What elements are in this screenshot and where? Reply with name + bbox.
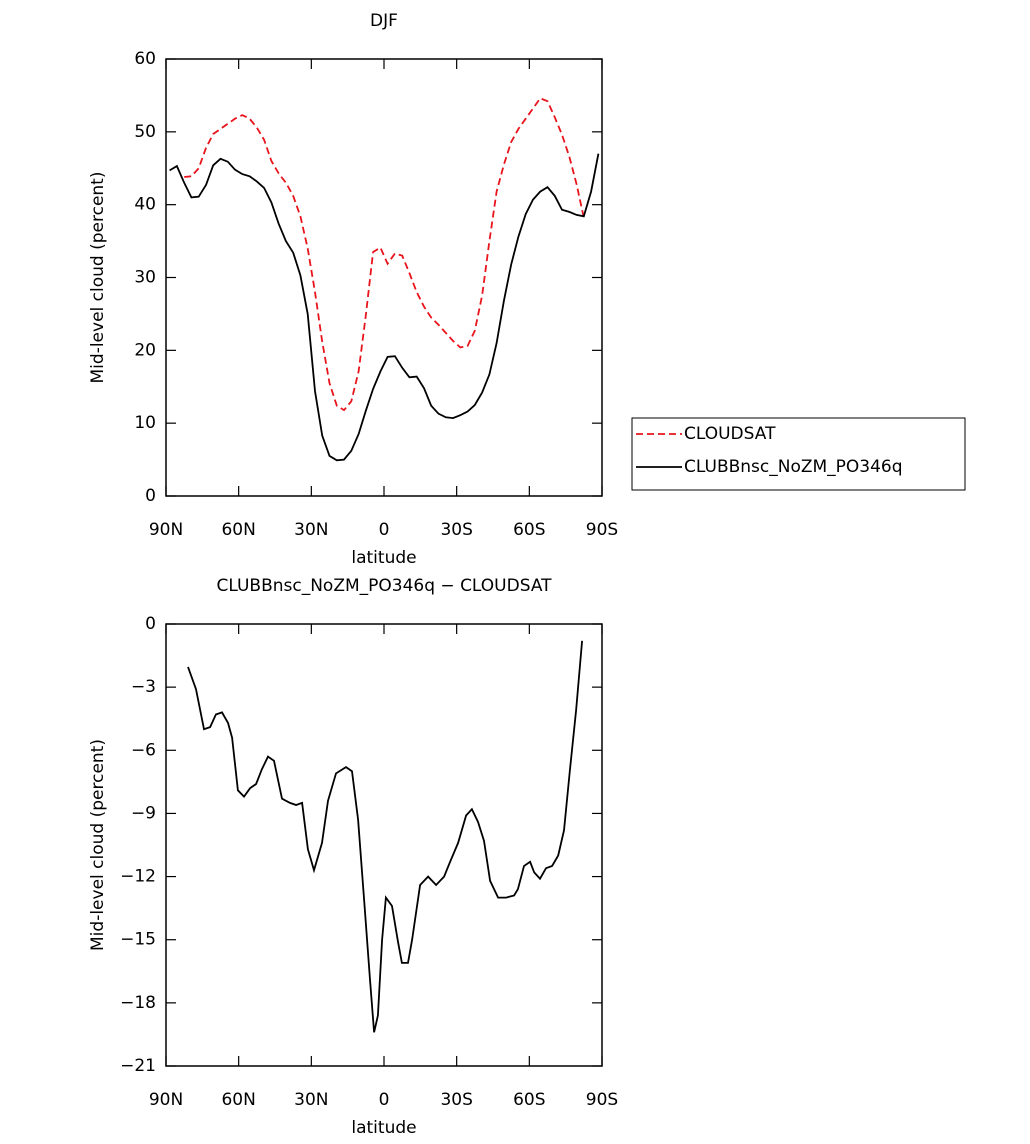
y-tick-label: −12	[120, 867, 156, 887]
y-tick-label: −21	[120, 1056, 156, 1076]
legend-label: CLUBBnsc_NoZM_PO346q	[684, 457, 903, 477]
data-line	[169, 153, 600, 462]
x-axis-label: latitude	[351, 548, 416, 568]
data-line	[187, 640, 583, 1033]
y-tick-label: −6	[131, 740, 156, 760]
x-tick-label: 90N	[149, 520, 183, 540]
y-tick-label: 30	[134, 268, 156, 288]
chart-title: DJF	[370, 11, 398, 31]
x-tick-label: 30S	[440, 1090, 472, 1110]
x-tick-label: 30S	[440, 520, 472, 540]
y-tick-label: −3	[131, 677, 156, 697]
x-tick-label: 90S	[586, 520, 618, 540]
x-axis-label: latitude	[351, 1118, 416, 1138]
x-tick-label: 60N	[221, 1090, 255, 1110]
y-tick-label: 60	[134, 49, 156, 69]
legend-box	[631, 417, 966, 491]
x-tick-label: 0	[379, 1090, 390, 1110]
y-tick-label: −9	[131, 803, 156, 823]
x-tick-label: 60S	[513, 520, 545, 540]
y-tick-label: 20	[134, 340, 156, 360]
plot-frame	[165, 623, 603, 1067]
x-tick-label: 90S	[586, 1090, 618, 1110]
y-tick-label: 40	[134, 195, 156, 215]
y-axis-label: Mid-level cloud (percent)	[88, 172, 108, 384]
y-axis-label: Mid-level cloud (percent)	[88, 739, 108, 951]
y-tick-label: 50	[134, 122, 156, 142]
chart-title: CLUBBnsc_NoZM_PO346q − CLOUDSAT	[216, 576, 552, 596]
x-tick-label: 0	[379, 520, 390, 540]
x-tick-label: 60S	[513, 1090, 545, 1110]
x-tick-label: 90N	[149, 1090, 183, 1110]
data-line	[184, 97, 585, 412]
plot-frame	[165, 58, 603, 497]
y-tick-label: 10	[134, 413, 156, 433]
x-tick-label: 30N	[294, 1090, 328, 1110]
y-tick-label: 0	[145, 614, 156, 634]
legend-label: CLOUDSAT	[684, 424, 776, 444]
x-tick-label: 30N	[294, 520, 328, 540]
y-tick-label: −15	[120, 930, 156, 950]
y-tick-label: −18	[120, 993, 156, 1013]
x-tick-label: 60N	[221, 520, 255, 540]
y-tick-label: 0	[145, 486, 156, 506]
